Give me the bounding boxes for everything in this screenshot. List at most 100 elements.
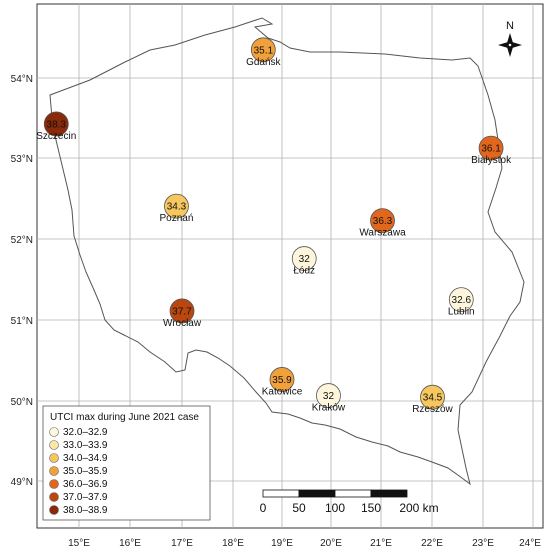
- city-value-label: 36.1: [481, 144, 501, 155]
- city-value-circle: [43, 111, 69, 137]
- poland-outline: [49, 17, 525, 486]
- scale-bar: 0 50 100 150 200 km: [260, 489, 439, 515]
- city-value-label: 32.6: [452, 295, 472, 306]
- legend-swatch: [49, 505, 59, 515]
- city-value-label: 35.1: [254, 45, 274, 56]
- scale-segment: [262, 489, 300, 498]
- legend-label: 35.0–35.9: [63, 466, 108, 477]
- city-value-label: 35.9: [272, 375, 292, 386]
- city-value-circle: [316, 383, 341, 408]
- legend-items: 32.0–32.9 33.0–33.9 34.0–34.9 35.0–35.9 36.0…: [49, 427, 108, 516]
- legend-swatch: [49, 492, 59, 502]
- lon-tick-label: 20°E: [320, 538, 342, 549]
- lat-tick-label: 52°N: [11, 235, 33, 246]
- lat-tick-label: 54°N: [11, 74, 33, 85]
- compass-needle-east: [510, 42, 522, 48]
- city-name-label: Lublin: [448, 307, 475, 318]
- city-value-circle: [420, 384, 445, 410]
- city-value-circle: [250, 37, 276, 63]
- city-name-label: Gdańsk: [246, 57, 281, 68]
- legend-label: 37.0–37.9: [63, 492, 108, 503]
- lat-tick-label: 51°N: [11, 316, 33, 327]
- legend-label: 33.0–33.9: [63, 440, 108, 451]
- city-value-label: 38.3: [47, 119, 67, 130]
- city-value-label: 34.5: [423, 393, 443, 404]
- scale-segment: [370, 489, 408, 498]
- city-value-circle: [370, 208, 395, 234]
- compass-needle-west: [498, 42, 510, 48]
- legend-label: 36.0–36.9: [63, 479, 108, 490]
- compass-center: [508, 43, 512, 47]
- lon-axis: 15°E 16°E 17°E 18°E 19°E 20°E 21°E 22°E …: [68, 538, 541, 549]
- lon-tick-label: 21°E: [370, 538, 392, 549]
- legend-title: UTCI max during June 2021 case: [50, 412, 199, 423]
- scale-label: 200 km: [399, 501, 438, 515]
- city-value-circle: [169, 298, 195, 324]
- city-name-label: Poznań: [160, 213, 194, 224]
- city-name-label: Kraków: [312, 403, 346, 414]
- legend-swatch: [49, 427, 59, 437]
- legend-swatch: [49, 479, 59, 489]
- city-value-circle: [291, 246, 317, 271]
- city-name-label: Wrocław: [163, 318, 202, 329]
- city-value-circle: [164, 193, 189, 219]
- city-value-label: 32: [323, 391, 335, 402]
- lat-tick-label: 53°N: [11, 154, 33, 165]
- lon-tick-label: 18°E: [222, 538, 244, 549]
- legend: UTCI max during June 2021 case 32.0–32.9…: [42, 405, 211, 521]
- scale-segment: [298, 489, 336, 498]
- north-arrow: N: [498, 20, 522, 57]
- city-name-label: Warszawa: [359, 228, 406, 239]
- lat-tick-label: 49°N: [11, 477, 33, 488]
- scale-segment: [334, 489, 372, 498]
- lon-tick-label: 16°E: [119, 538, 141, 549]
- scale-label: 100: [325, 501, 345, 515]
- lon-tick-label: 23°E: [472, 538, 494, 549]
- compass-needle-south: [507, 45, 513, 57]
- city-value-circle: [448, 287, 474, 313]
- scale-label: 50: [292, 501, 306, 515]
- city-name-label: Łódź: [293, 266, 315, 277]
- city-name-label: Szczecin: [36, 131, 76, 142]
- legend-swatch: [49, 466, 59, 476]
- lon-tick-label: 15°E: [68, 538, 90, 549]
- city-value-label: 32: [299, 254, 311, 265]
- city-value-label: 37.7: [172, 306, 192, 317]
- lat-axis: 54°N 53°N 52°N 51°N 50°N 49°N: [11, 74, 33, 488]
- legend-label: 34.0–34.9: [63, 453, 108, 464]
- lon-tick-label: 22°E: [421, 538, 443, 549]
- lat-tick-label: 50°N: [11, 397, 33, 408]
- legend-label: 32.0–32.9: [63, 427, 108, 438]
- city-value-label: 36.3: [373, 216, 393, 227]
- city-name-label: Katowice: [262, 386, 303, 397]
- lon-tick-label: 24°E: [519, 538, 541, 549]
- compass-needle-north: [507, 33, 513, 45]
- legend-label: 38.0–38.9: [63, 505, 108, 516]
- legend-box: [42, 405, 211, 521]
- legend-swatch: [49, 440, 59, 450]
- city-name-label: Rzeszów: [412, 404, 453, 415]
- legend-swatch: [49, 453, 59, 463]
- city-value-circle: [478, 135, 504, 161]
- city-value-circle: [269, 367, 295, 392]
- scale-label: 0: [260, 501, 267, 515]
- north-arrow-label: N: [506, 20, 514, 32]
- lon-tick-label: 19°E: [271, 538, 293, 549]
- city-value-label: 34.3: [167, 202, 187, 213]
- city-name-label: Białystok: [471, 155, 512, 166]
- scale-label: 150: [361, 501, 381, 515]
- lon-tick-label: 17°E: [171, 538, 193, 549]
